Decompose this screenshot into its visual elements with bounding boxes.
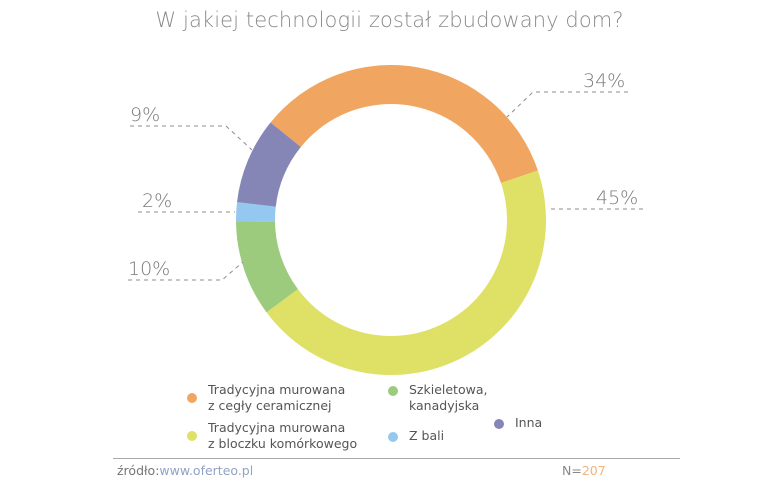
sample-size-value: 207 (581, 463, 606, 478)
label-pct-other: 9% (130, 104, 161, 126)
source-link[interactable]: www.oferteo.pl (159, 463, 254, 478)
source-label: źródło: (117, 463, 160, 478)
footer-divider (113, 458, 680, 459)
leader-line-10 (128, 261, 244, 281)
legend-dot-icon (187, 431, 197, 441)
legend-dot-icon (388, 386, 398, 396)
donut-slice-brick (270, 65, 538, 184)
leader-line-9 (130, 125, 253, 151)
label-pct-logs: 2% (142, 190, 173, 212)
legend-label-line1: Z bali (409, 428, 445, 443)
donut-slice-other (237, 122, 301, 207)
label-pct-frame: 10% (128, 258, 171, 280)
legend-item-brick: Tradycyjna murowana z cegły ceramicznej (187, 382, 345, 414)
footer-source: źródło:www.oferteo.pl (117, 463, 253, 478)
legend-dot-icon (494, 419, 504, 429)
legend-dot-icon (388, 432, 398, 442)
donut-slices (236, 65, 546, 376)
sample-size-label: N= (562, 463, 582, 478)
legend-item-other: Inna (494, 415, 542, 431)
legend-item-frame: Szkieletowa, kanadyjska (388, 382, 487, 414)
donut-slice-logs (236, 202, 276, 222)
legend-item-cellular-block: Tradycyjna murowana z bloczku komórkoweg… (187, 420, 357, 452)
legend-label-line2: kanadyjska (409, 398, 480, 413)
legend-label-line1: Inna (515, 415, 543, 430)
label-pct-brick: 34% (583, 70, 626, 92)
leader-line-34 (506, 91, 628, 118)
legend-label-line1: Tradycyjna murowana (208, 420, 346, 435)
legend-dot-icon (187, 393, 197, 403)
legend-item-logs: Z bali (388, 428, 444, 444)
legend-label-line2: z bloczku komórkowego (208, 436, 358, 451)
legend-label-line1: Tradycyjna murowana (208, 382, 346, 397)
footer-sample-size: N=207 (562, 463, 606, 478)
leader-lines (128, 91, 643, 281)
donut-slice-frame (236, 221, 298, 313)
donut-slice-cellular-block (266, 170, 546, 376)
legend-label-line2: z cegły ceramicznej (208, 398, 332, 413)
label-pct-cellular-block: 45% (596, 187, 639, 209)
legend-label-line1: Szkieletowa, (409, 382, 488, 397)
chart-title: W jakiej technologii został zbudowany do… (155, 8, 624, 32)
